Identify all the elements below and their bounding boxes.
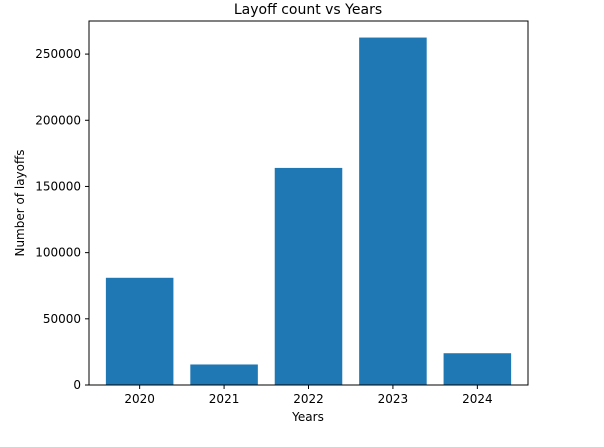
- x-tick-label: 2024: [462, 392, 493, 406]
- bars-layer: [105, 37, 512, 386]
- y-tick-label: 250000: [35, 47, 81, 61]
- chart-title: Layoff count vs Years: [234, 2, 382, 18]
- y-tick-label: 0: [73, 378, 81, 392]
- x-tick-label: 2023: [378, 392, 409, 406]
- bar-2020: [105, 277, 174, 385]
- y-axis-label: Number of layoffs: [13, 149, 27, 256]
- x-tick-label: 2020: [124, 392, 155, 406]
- x-tick-label: 2022: [293, 392, 324, 406]
- y-tick-label: 50000: [43, 312, 81, 326]
- y-axis-ticks: 0 50000 100000 150000 200000 250000: [35, 47, 89, 392]
- bar-2024: [443, 353, 512, 385]
- x-tick-label: 2021: [209, 392, 240, 406]
- y-tick-label: 200000: [35, 113, 81, 127]
- x-axis-label: Years: [291, 410, 324, 424]
- bar-2023: [359, 37, 427, 386]
- y-tick-label: 100000: [35, 246, 81, 260]
- y-tick-label: 150000: [35, 179, 81, 193]
- x-axis-ticks: 2020 2021 2022 2023 2024: [124, 385, 493, 406]
- bar-2021: [190, 364, 258, 385]
- bar-2022: [274, 167, 343, 385]
